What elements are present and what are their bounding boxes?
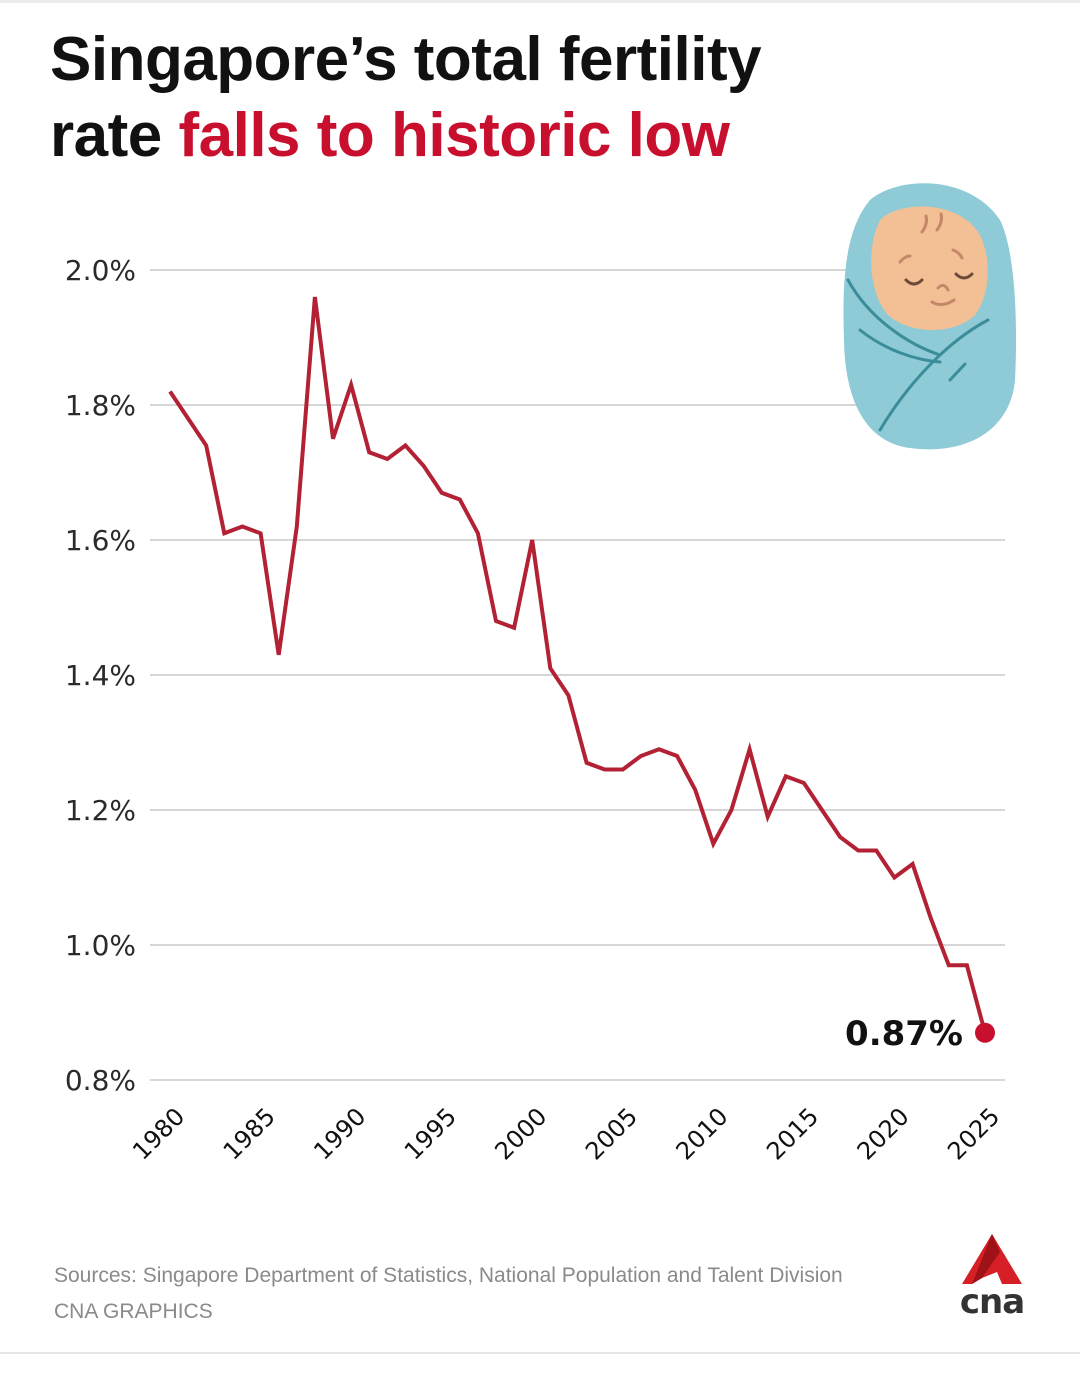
title-line-1: Singapore’s total fertility [50,25,762,94]
cna-logo-mark-icon [962,1234,1022,1284]
y-axis-ticks: 2.0% 1.8% 1.6% 1.4% 1.2% 1.0% 0.8% [65,254,136,1097]
endpoint-label: 0.87% [845,1014,963,1054]
title-highlight: falls to historic low [178,101,730,170]
title-line-2: rate [50,101,179,170]
cna-logo-text: cna [959,1282,1025,1322]
x-tick-label: 1990 [308,1102,371,1165]
x-tick-label: 2015 [761,1102,824,1165]
y-tick-label: 2.0% [65,254,136,287]
x-tick-label: 2005 [580,1102,643,1165]
source-note: Sources: Singapore Department of Statist… [54,1264,843,1287]
y-tick-label: 1.8% [65,389,136,422]
series-line [168,296,987,1034]
y-tick-label: 1.4% [65,659,136,692]
bottom-divider [0,1352,1080,1354]
swaddled-baby-icon [843,183,1017,450]
y-tick-label: 0.8% [65,1064,136,1097]
y-tick-label: 1.2% [65,794,136,827]
x-tick-label: 2025 [942,1102,1005,1165]
x-tick-label: 1985 [218,1102,281,1165]
cna-logo: cna [952,1232,1032,1332]
y-tick-label: 1.0% [65,929,136,962]
endpoint-marker [975,1022,995,1043]
x-tick-label: 1980 [127,1102,190,1165]
series-group [168,296,987,1034]
x-tick-label: 2000 [489,1102,552,1165]
top-divider [0,0,1080,3]
x-axis-ticks: 1980 1985 1990 1995 2000 2005 2010 2015 2020 2025 [127,1102,1005,1165]
x-tick-label: 2010 [671,1102,734,1165]
chart-title: Singapore’s total fertility rate falls t… [50,22,762,174]
credit-note: CNA GRAPHICS [54,1300,213,1323]
x-tick-label: 1995 [399,1102,462,1165]
x-tick-label: 2020 [852,1102,915,1165]
annotations: 0.87% [845,1014,995,1054]
y-tick-label: 1.6% [65,524,136,557]
